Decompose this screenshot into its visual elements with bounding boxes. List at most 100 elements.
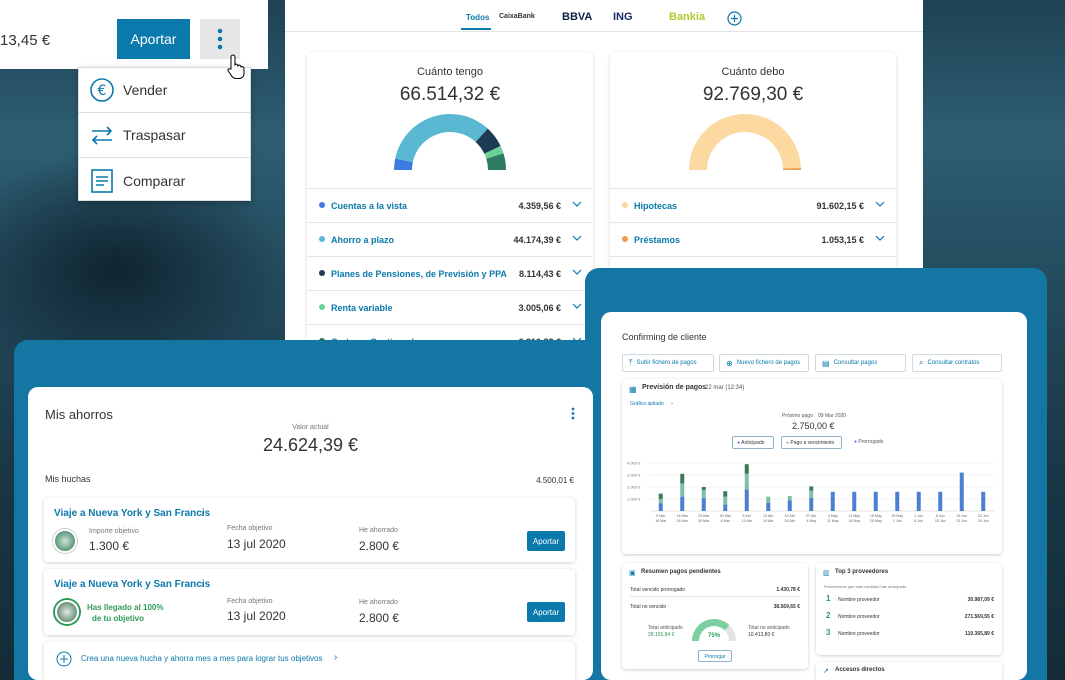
consultar-contratos-button[interactable]: ⌕ Consultar contratos [912, 354, 1002, 372]
bar-segment [938, 491, 943, 511]
hucha-name[interactable]: Viaje a Nueva York y San Francis [54, 508, 211, 519]
menu-item-vender[interactable]: € Vender [79, 68, 250, 113]
proveedor-value: 110.365,89 € [965, 631, 994, 637]
x-tick-label: 25 May [891, 514, 903, 518]
category-color-dot [319, 236, 325, 242]
x-tick-label: 18 May [848, 519, 860, 523]
calendar-icon: ▦ [629, 385, 637, 394]
plus-circle-icon[interactable] [727, 11, 742, 26]
cuanto-tengo-card: Cuánto tengo 66.514,32 € Cuentas a la vi… [307, 52, 593, 352]
chevron-down-icon[interactable] [571, 300, 583, 312]
create-hucha-link[interactable]: Crea una nueva hucha y ahorra mes a mes … [81, 654, 323, 663]
x-tick-label: 4 May [828, 514, 838, 518]
prorrogar-button[interactable]: Prorrogar [698, 650, 732, 662]
tab-ing[interactable]: ING [613, 11, 633, 23]
proveedor-value: 271.569,55 € [964, 614, 994, 620]
proximo-pago-label: Próximo pago [782, 413, 813, 419]
grafico-apilado-dropdown[interactable]: Gráfico apilado [630, 401, 664, 407]
fund-amount: 13,45 € [0, 32, 51, 49]
tengo-row[interactable]: Cuentas a la vista 4.359,56 € [307, 188, 593, 222]
aportar-button[interactable]: Aportar [117, 19, 190, 59]
tengo-row[interactable]: Planes de Pensiones, de Previsión y PPA 8… [307, 256, 593, 290]
row-label: Cuentas a la vista [331, 201, 408, 211]
bar-segment [658, 503, 663, 511]
more-options-button[interactable] [200, 19, 240, 59]
proximo-pago-date: 09 Mar 2020 [818, 413, 847, 419]
subir-fichero-button[interactable]: ⤒ Subir fichero de pagos [622, 354, 714, 372]
payments-icon: ▤ [822, 358, 830, 368]
x-tick-label: 6 Abr [743, 514, 752, 518]
valor-actual-label: Valor actual [292, 424, 329, 431]
anticipado-percent: 75% [708, 633, 721, 639]
tab-bbva[interactable]: BBVA [562, 11, 593, 23]
huchas-total: 4.500,01 € [536, 476, 574, 485]
divider [630, 596, 800, 597]
x-tick-label: 11 May [827, 519, 839, 523]
y-tick-label: 3.000 € [627, 473, 641, 478]
chevron-down-icon[interactable] [874, 232, 886, 244]
x-tick-label: 18 May [870, 514, 882, 518]
chevron-down-icon[interactable] [571, 198, 583, 210]
x-tick-label: 1 Jun [893, 519, 902, 523]
legend-label: Pago a vencimiento [790, 440, 835, 446]
tab-todos[interactable]: Todos [466, 13, 490, 22]
svg-text:€: € [98, 83, 107, 99]
row-label: Ahorro a plazo [331, 235, 395, 245]
confirming-card: Confirming de cliente ⤒ Subir fichero de … [601, 312, 1027, 680]
debo-total: 92.769,30 € [702, 84, 804, 105]
document-icon [89, 168, 115, 194]
bar-segment [723, 504, 728, 511]
euro-icon: € [89, 77, 115, 103]
row-value: 44.174,39 € [513, 235, 561, 245]
vertical-dots-icon[interactable] [569, 407, 577, 421]
legend-anticipado[interactable]: ● Anticipado [732, 436, 774, 449]
x-tick-label: 16 Mar [677, 519, 689, 523]
ahorrado-label: He ahorrado [359, 599, 398, 606]
x-tick-label: 6 Mar [721, 519, 731, 523]
anticipado-gauge [692, 619, 736, 641]
x-tick-label: 29 Jun [978, 519, 989, 523]
goal-reached-line1: Has llegado al 100% [87, 603, 164, 612]
hucha-name[interactable]: Viaje a Nueva York y San Francis [54, 579, 211, 590]
hucha-card[interactable]: Viaje a Nueva York y San Francis › Impor… [44, 498, 575, 562]
fund-row-panel: 13,45 € Aportar [0, 0, 268, 69]
chevron-down-icon[interactable] [874, 198, 886, 210]
proveedor-name: Nombre proveedor [838, 631, 880, 637]
tengo-row[interactable]: Ahorro a plazo 44.174,39 € [307, 222, 593, 256]
chevron-down-icon[interactable] [571, 266, 583, 278]
debo-row[interactable]: Hipotecas 91.602,15 € [610, 188, 896, 222]
debo-row[interactable]: Préstamos 1.053,15 € [610, 222, 896, 256]
legend-pago-vencimiento[interactable]: ● Pago a vencimiento [781, 436, 842, 449]
tengo-gauge-chart [394, 114, 506, 170]
no-anticipado-label: Total no anticipado [748, 625, 790, 631]
fecha-value: 13 jul 2020 [227, 537, 286, 551]
prevision-pagos-box: ▦ Previsión de pagos 22 mar (12:34) Gráf… [622, 379, 1002, 554]
chevron-down-icon[interactable] [571, 232, 583, 244]
hucha-card[interactable]: Viaje a Nueva York y San Francis › Has l… [44, 569, 575, 635]
consultar-pagos-button[interactable]: ▤ Consultar pagos [815, 354, 906, 372]
fecha-value: 13 jul 2020 [227, 609, 286, 623]
tengo-gauge-segment [484, 145, 504, 159]
menu-item-comparar[interactable]: Comparar [79, 158, 250, 203]
menu-item-traspasar[interactable]: Traspasar [79, 113, 250, 158]
tab-caixabank[interactable]: CaixaBank [499, 13, 535, 20]
button-label: Consultar pagos [833, 360, 878, 366]
button-label: Nuevo fichero de pagos [736, 360, 801, 366]
aportar-button[interactable]: Aportar [527, 602, 565, 622]
x-tick-label: 8 Jun [914, 519, 923, 523]
rank-number: 2 [826, 611, 831, 620]
nuevo-fichero-button[interactable]: ⊕ Nuevo fichero de pagos [719, 354, 809, 372]
bar-segment [744, 464, 749, 474]
x-tick-label: 26 Abr [785, 519, 796, 523]
menu-item-label: Traspasar [123, 127, 186, 143]
tab-bankia[interactable]: Bankia [669, 11, 706, 23]
debo-gauge-segment [782, 168, 801, 170]
bar-segment [916, 491, 921, 511]
row-value: 8.114,43 € [518, 269, 561, 279]
create-hucha-card[interactable]: Crea una nueva hucha y ahorra mes a mes … [44, 642, 575, 680]
x-tick-label: 30 Mar [698, 519, 710, 523]
bar-segment [658, 493, 663, 499]
tengo-row[interactable]: Renta variable 3.005,06 € [307, 290, 593, 324]
aportar-button[interactable]: Aportar [527, 531, 565, 551]
legend-prorrogado[interactable]: ● Prorrogado [854, 439, 884, 445]
